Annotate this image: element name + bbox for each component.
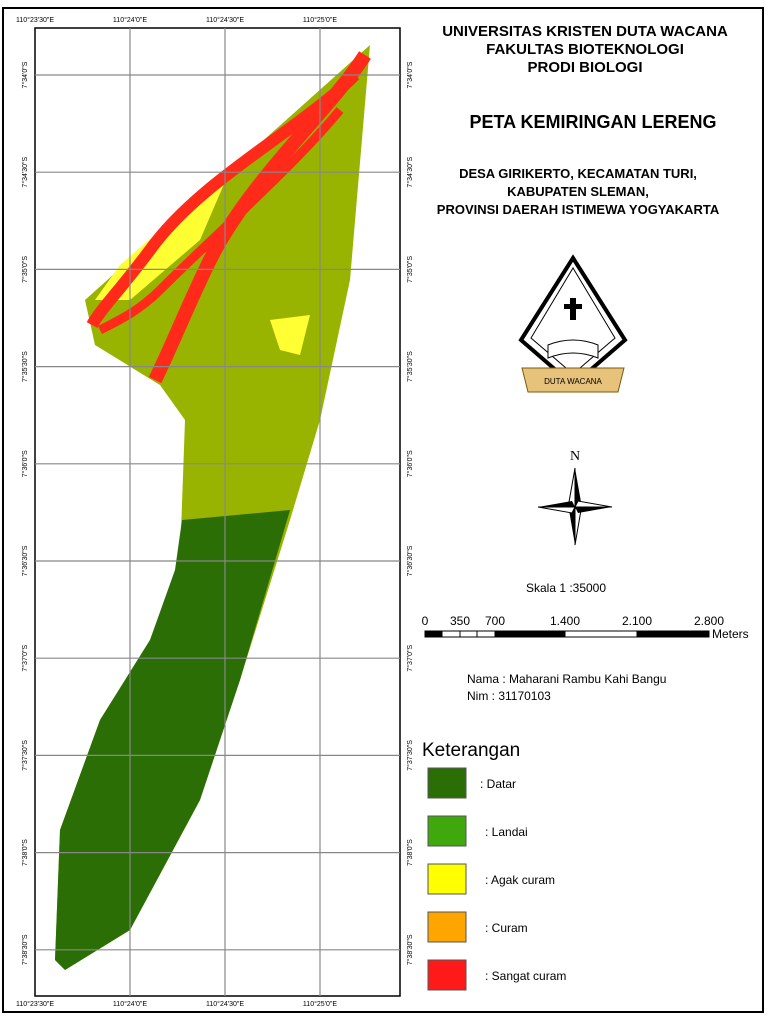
lat-label: 7°37'0"S xyxy=(21,644,29,671)
legend-label: : Agak curam xyxy=(485,873,555,887)
author-nim: Nim : 31170103 xyxy=(467,689,551,703)
lat-label: 7°37'30"S xyxy=(21,740,29,771)
scale-unit: Meters xyxy=(712,627,749,641)
header-line: FAKULTAS BIOTEKNOLOGI xyxy=(486,41,684,58)
legend-label: : Datar xyxy=(480,777,516,791)
scale-label: 2.800 xyxy=(694,614,724,628)
legend-title: Keterangan xyxy=(422,740,520,761)
lon-label: 110°24'30"E xyxy=(206,16,244,24)
lon-label: 110°24'0"E xyxy=(113,16,147,24)
lat-label: 7°34'0"S xyxy=(21,61,29,88)
lat-label: 7°36'30"S xyxy=(21,545,29,576)
scale-text: Skala 1 :35000 xyxy=(526,581,606,595)
author-name: Nama : Maharani Rambu Kahi Bangu xyxy=(467,672,666,686)
scale-label: 1.400 xyxy=(550,614,580,628)
location-line: PROVINSI DAERAH ISTIMEWA YOGYAKARTA xyxy=(437,202,720,217)
datar-area xyxy=(55,510,290,970)
sheet-border xyxy=(2,7,764,1013)
lat-label: 7°34'0"S xyxy=(406,61,414,88)
lat-label: 7°34'30"S xyxy=(21,156,29,187)
north-arrow xyxy=(537,467,613,546)
scale-segment xyxy=(476,630,496,638)
scale-label: 2.100 xyxy=(622,614,652,628)
logo: DUTA WACANA xyxy=(518,254,628,393)
scale-segment xyxy=(636,630,710,638)
graticule: 110°23'30"E 110°23'30"E 110°24'0"E 110°24'0… xyxy=(16,16,414,1008)
legend-label: : Sangat curam xyxy=(485,969,566,983)
legend-swatch xyxy=(427,815,467,847)
layout-panel: UNIVERSITAS KRISTEN DUTA WACANA FAKULTAS… xyxy=(422,23,749,991)
location-line: KABUPATEN SLEMAN, xyxy=(507,184,649,199)
legend: : Datar : Landai : Agak curam : Curam : Sang… xyxy=(427,767,566,991)
scale-segment xyxy=(441,630,461,638)
scale-label: 700 xyxy=(485,614,505,628)
lat-label: 7°38'0"S xyxy=(21,839,29,866)
legend-label: : Landai xyxy=(485,825,528,839)
lat-label: 7°37'0"S xyxy=(406,644,414,671)
lat-label: 7°38'30"S xyxy=(21,934,29,965)
lon-label: 110°25'0"E xyxy=(303,16,337,24)
lat-label: 7°35'30"S xyxy=(406,351,414,382)
scale-label: 0 xyxy=(422,614,429,628)
lat-label: 7°36'0"S xyxy=(406,450,414,477)
lat-label: 7°35'30"S xyxy=(21,351,29,382)
sangat-curam-area xyxy=(97,107,344,335)
lat-label: 7°38'30"S xyxy=(406,934,414,965)
location-line: DESA GIRIKERTO, KECAMATAN TURI, xyxy=(459,166,697,181)
lat-label: 7°35'0"S xyxy=(21,256,29,283)
lon-label: 110°23'30"E xyxy=(16,1000,54,1008)
legend-swatch xyxy=(427,767,467,799)
agak-curam-area xyxy=(270,315,310,355)
lat-label: 7°38'0"S xyxy=(406,839,414,866)
study-area xyxy=(55,45,371,970)
lon-label: 110°24'0"E xyxy=(113,1000,147,1008)
legend-label: : Curam xyxy=(485,921,528,935)
lon-label: 110°25'0"E xyxy=(303,1000,337,1008)
lat-label: 7°35'0"S xyxy=(406,256,414,283)
lon-label: 110°24'30"E xyxy=(206,1000,244,1008)
lat-label: 7°36'0"S xyxy=(21,450,29,477)
scale-segment xyxy=(494,630,566,638)
scale-label: 350 xyxy=(450,614,470,628)
legend-swatch xyxy=(427,911,467,943)
lat-label: 7°37'30"S xyxy=(406,740,414,771)
legend-swatch xyxy=(427,863,467,895)
legend-swatch xyxy=(427,959,467,991)
lat-label: 7°36'30"S xyxy=(406,545,414,576)
header-line: UNIVERSITAS KRISTEN DUTA WACANA xyxy=(442,23,728,40)
map-title: PETA KEMIRINGAN LERENG xyxy=(469,112,716,132)
lat-label: 7°34'30"S xyxy=(406,156,414,187)
logo-text: DUTA WACANA xyxy=(544,377,602,386)
lon-label: 110°23'30"E xyxy=(16,16,54,24)
scale-segment xyxy=(564,630,638,638)
sangat-curam-area xyxy=(86,70,360,329)
north-label: N xyxy=(570,449,580,464)
header-line: PRODI BIOLOGI xyxy=(527,59,642,76)
